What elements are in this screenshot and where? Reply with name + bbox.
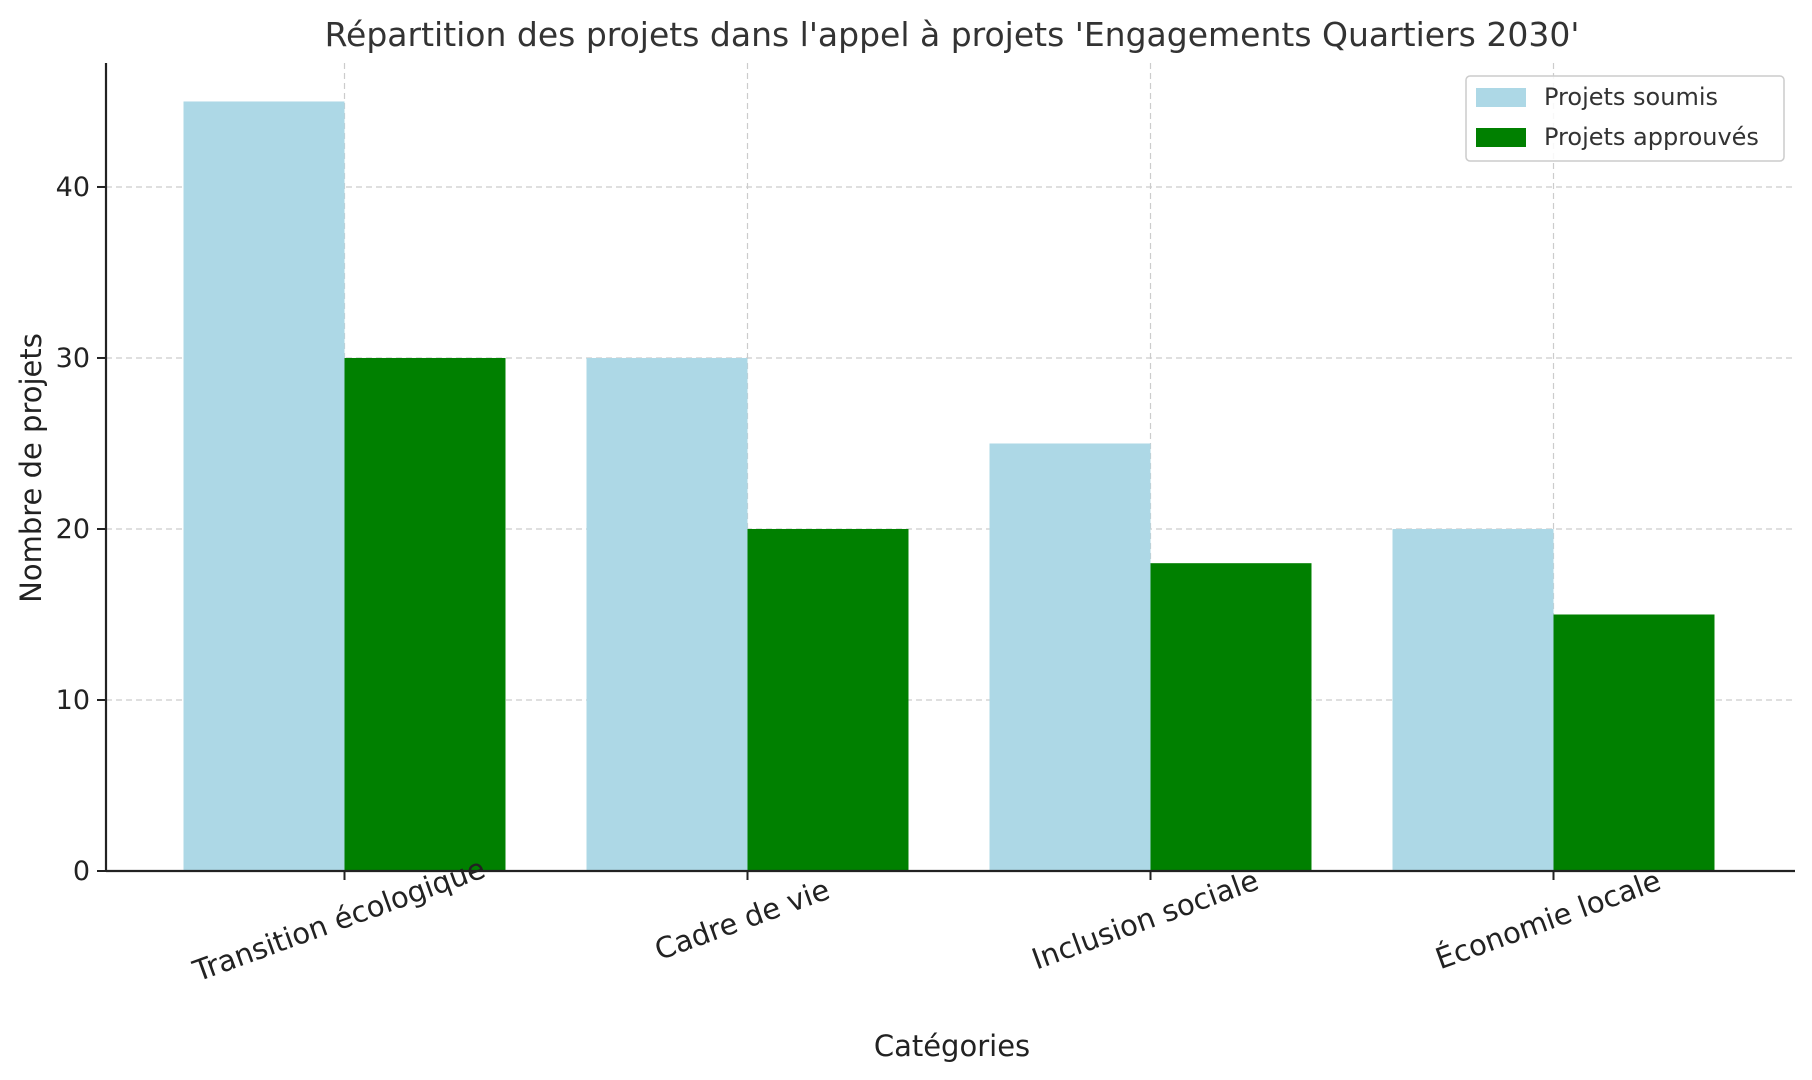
axes [104,63,1795,873]
y-ticks: 0 10 20 30 40 [56,172,106,887]
x-tick-label-1: Cadre de vie [650,872,834,967]
y-tick-label-10: 10 [56,685,90,716]
legend-swatch-soumis [1476,88,1526,107]
bar-soumis-3 [1392,528,1554,871]
chart-title: Répartition des projets dans l'appel à p… [325,15,1580,54]
x-axis-label: Catégories [874,1029,1030,1063]
bar-approuves-3 [1553,614,1715,871]
y-tick-label-40: 40 [56,172,90,203]
x-tick-label-2: Inclusion sociale [1027,863,1263,976]
bar-soumis-0 [183,101,345,871]
x-tick-label-3: Économie locale [1431,863,1665,976]
legend-swatch-approuves [1476,128,1526,147]
bars [183,101,1715,871]
legend-label-soumis: Projets soumis [1544,83,1718,111]
y-tick-label-20: 20 [56,514,90,545]
bar-approuves-0 [344,357,506,871]
legend: Projets soumis Projets approuvés [1465,75,1785,162]
bar-approuves-1 [747,528,909,871]
y-axis-label: Nombre de projets [14,333,48,603]
bar-approuves-2 [1150,563,1312,871]
y-tick-label-30: 30 [56,343,90,374]
bar-soumis-1 [586,357,748,871]
y-tick-label-0: 0 [73,856,90,887]
legend-box [1465,75,1785,162]
legend-label-approuves: Projets approuvés [1544,123,1759,151]
bar-soumis-2 [989,443,1151,871]
